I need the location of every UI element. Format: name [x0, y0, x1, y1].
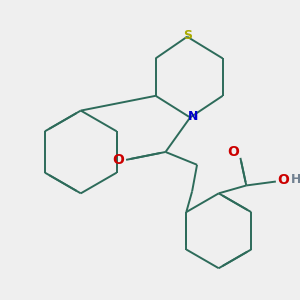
Text: O: O	[228, 145, 239, 159]
Text: O: O	[112, 153, 124, 167]
Text: H: H	[290, 173, 300, 186]
Text: S: S	[183, 29, 192, 42]
Text: N: N	[188, 110, 198, 123]
Text: O: O	[277, 172, 289, 187]
